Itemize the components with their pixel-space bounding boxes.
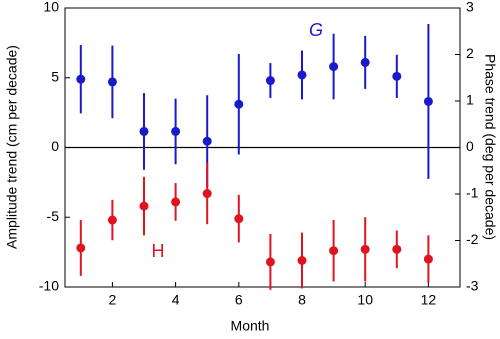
y2-tick-label: 0 [466, 138, 474, 154]
x-tick-label: 12 [421, 292, 437, 308]
x-tick-label: 2 [109, 292, 117, 308]
data-point [107, 77, 117, 87]
y-axis-label: Amplitude trend (cm per decade) [4, 45, 20, 249]
y2-tick-label: -2 [466, 231, 479, 247]
data-point [297, 255, 307, 265]
series-label: G [309, 20, 323, 40]
series-label: H [152, 241, 165, 261]
y-tick-label: 10 [43, 0, 59, 15]
data-point [171, 197, 181, 207]
y-tick-label: -5 [47, 208, 60, 224]
y2-tick-label: 3 [466, 0, 474, 15]
data-point [76, 74, 86, 84]
x-tick-label: 10 [357, 292, 373, 308]
y2-tick-label: 1 [466, 92, 474, 108]
data-point [171, 126, 181, 136]
data-point [329, 246, 339, 256]
data-point [360, 244, 370, 254]
data-point [392, 244, 402, 254]
y2-tick-label: -3 [466, 278, 479, 294]
data-point [423, 96, 433, 106]
data-point [107, 215, 117, 225]
x-axis-label: Month [231, 318, 270, 334]
data-point [360, 57, 370, 67]
data-point [202, 136, 212, 146]
x-tick-label: 8 [298, 292, 306, 308]
data-point [139, 201, 149, 211]
data-point [392, 71, 402, 81]
data-point [423, 254, 433, 264]
data-point [329, 62, 339, 72]
data-point [297, 70, 307, 80]
y2-tick-label: -1 [466, 185, 479, 201]
y-tick-label: -10 [39, 278, 59, 294]
x-tick-label: 6 [235, 292, 243, 308]
data-point [265, 257, 275, 267]
data-point [234, 99, 244, 109]
data-point [265, 76, 275, 86]
y2-tick-label: 2 [466, 45, 474, 61]
x-tick-label: 4 [172, 292, 180, 308]
y2-axis-label: Phase trend (deg per decade) [482, 54, 498, 240]
data-point [76, 243, 86, 253]
data-point [202, 189, 212, 199]
y-tick-label: 5 [51, 68, 59, 84]
data-point [139, 126, 149, 136]
y-tick-label: 0 [51, 138, 59, 154]
data-point [234, 214, 244, 224]
